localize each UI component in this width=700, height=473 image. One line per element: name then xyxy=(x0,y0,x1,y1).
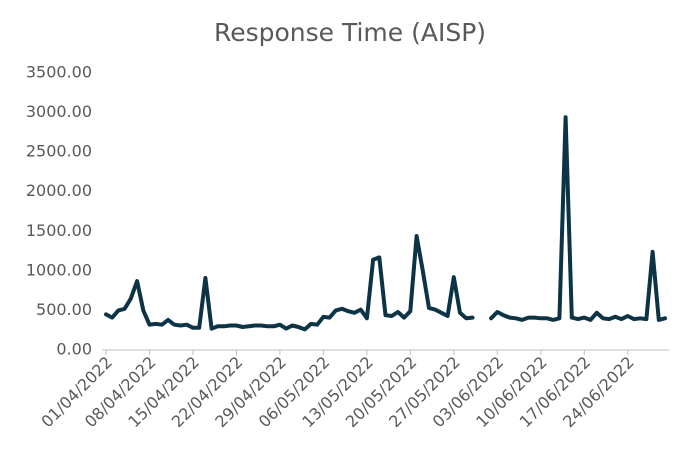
y-tick-label: 0.00 xyxy=(56,340,92,359)
y-tick-label: 2000.00 xyxy=(26,181,92,200)
y-tick-label: 1000.00 xyxy=(26,260,92,279)
y-tick-label: 3500.00 xyxy=(26,63,92,82)
y-tick-label: 1500.00 xyxy=(26,221,92,240)
y-tick-label: 500.00 xyxy=(36,300,92,319)
y-tick-label: 3000.00 xyxy=(26,102,92,121)
y-tick-label: 2500.00 xyxy=(26,142,92,161)
chart-title: Response Time (AISP) xyxy=(214,18,486,47)
line-series xyxy=(104,115,667,332)
